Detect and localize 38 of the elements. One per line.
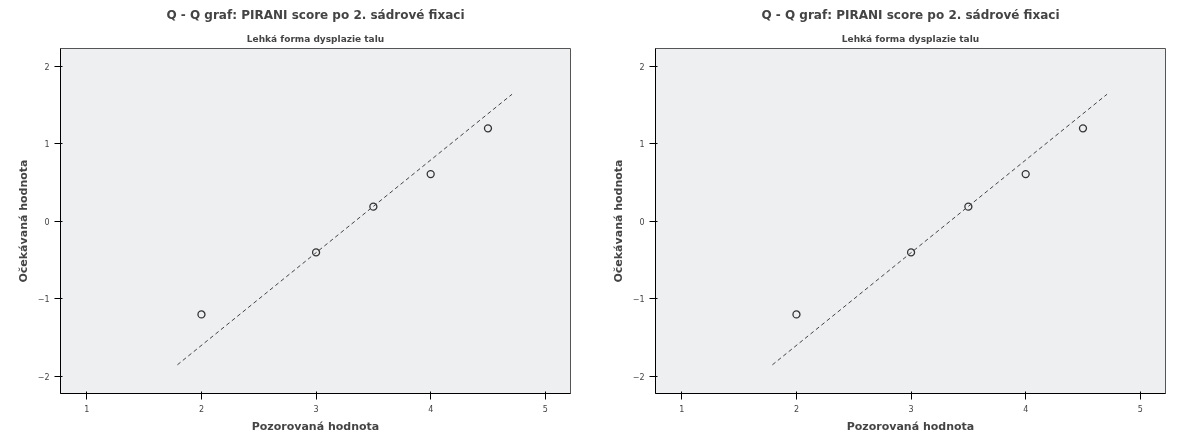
chart-title: Q - Q graf: PIRANI score po 2. sádrové fixaci bbox=[166, 7, 465, 22]
y-tick-label: −2 bbox=[632, 372, 645, 382]
point bbox=[483, 124, 493, 133]
x-tick-label: 5 bbox=[542, 404, 548, 414]
x-tick-label: 3 bbox=[908, 404, 914, 414]
point bbox=[426, 169, 435, 179]
x-tick-label: 5 bbox=[1137, 404, 1143, 414]
y-tick-label: 1 bbox=[639, 140, 645, 150]
y-tick-label: −1 bbox=[37, 295, 50, 305]
point bbox=[964, 202, 973, 211]
x-axis-title: Pozorovaná hodnota bbox=[251, 419, 380, 433]
point bbox=[197, 310, 206, 319]
y-tick-label: −2 bbox=[37, 372, 50, 382]
x-tick-label: 4 bbox=[428, 404, 434, 414]
x-axis-title: Pozorovaná hodnota bbox=[846, 419, 975, 433]
y-tick-label: 2 bbox=[639, 62, 645, 72]
y-tick-label: 1 bbox=[44, 140, 50, 150]
point bbox=[906, 248, 916, 257]
y-tick-label: 0 bbox=[44, 217, 50, 227]
point bbox=[369, 202, 378, 211]
point bbox=[1021, 169, 1030, 179]
y-tick-label: −1 bbox=[632, 295, 645, 305]
x-tick-label: 1 bbox=[84, 404, 90, 414]
chart-subtitle: Lehká forma dysplazie talu bbox=[246, 33, 385, 44]
x-tick-label: 1 bbox=[679, 404, 685, 414]
y-axis-title: Očekávaná hodnota bbox=[611, 159, 625, 283]
x-tick-label: 2 bbox=[793, 404, 800, 414]
point bbox=[1078, 124, 1088, 133]
chart-title: Q - Q graf: PIRANI score po 2. sádrové fixaci bbox=[761, 7, 1060, 22]
point bbox=[792, 310, 801, 319]
x-tick-label: 4 bbox=[1023, 404, 1029, 414]
x-tick-label: 3 bbox=[313, 404, 319, 414]
y-axis-title: Očekávaná hodnota bbox=[16, 159, 30, 283]
point bbox=[311, 248, 321, 257]
x-tick-label: 2 bbox=[198, 404, 205, 414]
chart-subtitle: Lehká forma dysplazie talu bbox=[841, 33, 980, 44]
y-tick-label: 0 bbox=[639, 217, 645, 227]
y-tick-label: 2 bbox=[44, 62, 50, 72]
